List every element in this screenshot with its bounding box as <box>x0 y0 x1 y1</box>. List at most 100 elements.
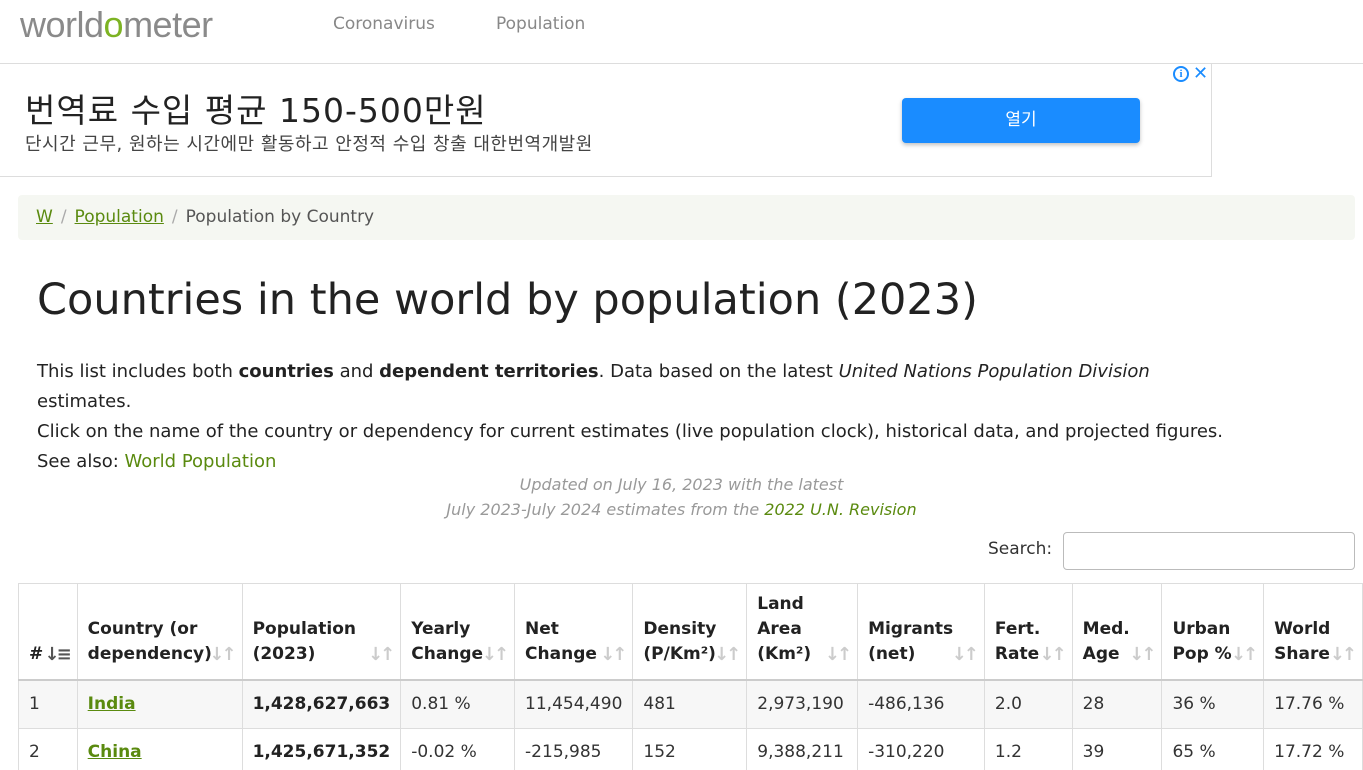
world-population-link[interactable]: World Population <box>124 451 277 472</box>
column-header-label: Area <box>757 619 802 639</box>
column-header-label: Land <box>757 594 804 614</box>
breadcrumb-home[interactable]: W <box>36 207 53 227</box>
site-header: worldometer Coronavirus Population <box>0 0 1363 64</box>
sort-icon[interactable]: ↓↑ <box>1129 644 1156 665</box>
breadcrumb-population[interactable]: Population <box>74 207 164 227</box>
column-header-label: Density <box>643 619 717 639</box>
search-input[interactable] <box>1063 532 1355 570</box>
logo-text-2: meter <box>123 4 213 45</box>
sort-icon[interactable]: ↓↑ <box>1329 644 1357 665</box>
column-header-label: (Km²) <box>757 644 812 664</box>
cell-fert-rate: 2.0 <box>983 679 1073 729</box>
sort-icon[interactable]: ↓↑ <box>824 644 852 665</box>
column-header-med-age[interactable]: Med. Age ↓↑ <box>1071 583 1163 681</box>
sort-icon[interactable]: ↓↑ <box>209 644 236 665</box>
cell-population: 1,428,627,663 <box>241 679 402 729</box>
cell-density: 152 <box>632 727 748 770</box>
intro-bold-territories: dependent territories <box>379 361 599 382</box>
cell-net-change: -215,985 <box>514 727 634 770</box>
sort-icon[interactable]: ↓≡ <box>44 644 72 665</box>
search-label: Search: <box>988 539 1053 559</box>
cell-density: 481 <box>632 679 748 729</box>
cell-med-age: 39 <box>1071 727 1163 770</box>
column-header-label: Country (or <box>87 619 198 639</box>
column-header-world-share[interactable]: World Share ↓↑ <box>1263 583 1363 681</box>
updated-line-2-text: July 2023-July 2024 estimates from the <box>446 500 765 519</box>
column-header-label: Med. <box>1082 619 1130 639</box>
intro-text-part: estimates. <box>37 391 132 412</box>
updated-note: Updated on July 16, 2023 with the latest… <box>0 472 1363 522</box>
cell-land-area: 9,388,211 <box>746 727 859 770</box>
column-header-migrants[interactable]: Migrants (net) ↓↑ <box>857 583 985 681</box>
cell-rank: 1 <box>18 679 78 729</box>
intro-bold-countries: countries <box>238 361 334 382</box>
sort-icon[interactable]: ↓↑ <box>1039 644 1067 665</box>
ad-subtitle[interactable]: 단시간 근무, 원하는 시간에만 활동하고 안정적 수입 창출 대한번역개발원 <box>25 134 593 155</box>
cell-urban-pop: 36 % <box>1161 679 1265 729</box>
cell-land-area: 2,973,190 <box>746 679 859 729</box>
sort-icon[interactable]: ↓↑ <box>481 644 509 665</box>
column-header-label: dependency) <box>87 644 212 664</box>
cell-world-share: 17.76 % <box>1263 679 1363 729</box>
ad-banner[interactable]: 번역료 수입 평균 150-500만원 단시간 근무, 원하는 시간에만 활동하… <box>0 63 1212 177</box>
cell-country: India <box>76 679 243 729</box>
sort-icon[interactable]: ↓↑ <box>368 644 395 665</box>
updated-line-2: July 2023-July 2024 estimates from the 2… <box>0 497 1363 522</box>
cell-urban-pop: 65 % <box>1161 727 1265 770</box>
cell-population: 1,425,671,352 <box>241 727 402 770</box>
column-header-label: Migrants <box>868 619 954 639</box>
column-header-label: Share <box>1274 644 1330 664</box>
column-header-label: Population <box>252 619 357 639</box>
sort-icon[interactable]: ↓↑ <box>951 644 979 665</box>
column-header-label: Change <box>411 644 484 664</box>
column-header-urban-pop[interactable]: Urban Pop % ↓↑ <box>1161 583 1265 681</box>
cell-yearly-change: -0.02 % <box>400 727 516 770</box>
updated-line-1: Updated on July 16, 2023 with the latest <box>519 475 844 494</box>
intro-text: This list includes both countries and de… <box>37 357 1237 477</box>
info-icon[interactable]: i <box>1173 66 1189 82</box>
sort-icon[interactable]: ↓↑ <box>714 644 741 665</box>
column-header-label: Age <box>1082 644 1120 664</box>
page-title: Countries in the world by population (20… <box>37 275 978 325</box>
logo-text-1: world <box>20 4 104 45</box>
ad-open-button[interactable]: 열기 <box>902 98 1140 143</box>
country-link[interactable]: China <box>87 742 142 762</box>
table-row: 2 China 1,425,671,352 -0.02 % -215,985 152 9,3… <box>18 727 1363 770</box>
column-header-label: # <box>29 644 44 664</box>
column-header-label: (net) <box>868 644 916 664</box>
breadcrumb-current: Population by Country <box>185 207 375 227</box>
cell-fert-rate: 1.2 <box>983 727 1073 770</box>
column-header-land-area[interactable]: Land Area (Km²) ↓↑ <box>746 583 859 681</box>
nav-coronavirus[interactable]: Coronavirus <box>333 14 435 34</box>
breadcrumb-separator: / <box>171 207 178 227</box>
ad-title[interactable]: 번역료 수입 평균 150-500만원 <box>25 91 487 130</box>
cell-world-share: 17.72 % <box>1263 727 1363 770</box>
table-header-row: # ↓≡ Country (or dependency) ↓↑ Population (20… <box>18 583 1363 681</box>
cell-med-age: 28 <box>1071 679 1163 729</box>
column-header-fert-rate[interactable]: Fert. Rate ↓↑ <box>983 583 1073 681</box>
column-header-yearly-change[interactable]: Yearly Change ↓↑ <box>400 583 516 681</box>
column-header-label: Net <box>525 619 559 639</box>
column-header-country[interactable]: Country (or dependency) ↓↑ <box>76 583 243 681</box>
close-icon[interactable]: ✕ <box>1193 63 1209 84</box>
logo-text-o: o <box>103 4 124 45</box>
un-revision-link[interactable]: 2022 U.N. Revision <box>764 500 917 519</box>
column-header-label: Pop % <box>1172 644 1232 664</box>
sort-icon[interactable]: ↓↑ <box>600 644 627 665</box>
column-header-label: Change <box>525 644 597 664</box>
column-header-label: (P/Km²) <box>643 644 716 664</box>
column-header-population[interactable]: Population (2023) ↓↑ <box>241 583 402 681</box>
column-header-rank[interactable]: # ↓≡ <box>18 583 78 681</box>
column-header-density[interactable]: Density (P/Km²) ↓↑ <box>632 583 748 681</box>
sort-icon[interactable]: ↓↑ <box>1230 644 1258 665</box>
cell-net-change: 11,454,490 <box>514 679 634 729</box>
column-header-label: (2023) <box>252 644 316 664</box>
intro-text-part: . Data based on the latest <box>598 361 839 382</box>
column-header-net-change[interactable]: Net Change ↓↑ <box>514 583 634 681</box>
breadcrumb-separator: / <box>60 207 67 227</box>
cell-migrants: -310,220 <box>857 727 985 770</box>
nav-population[interactable]: Population <box>496 14 586 34</box>
worldometer-logo[interactable]: worldometer <box>20 4 213 46</box>
column-header-label: World <box>1274 619 1331 639</box>
country-link[interactable]: India <box>87 694 136 715</box>
